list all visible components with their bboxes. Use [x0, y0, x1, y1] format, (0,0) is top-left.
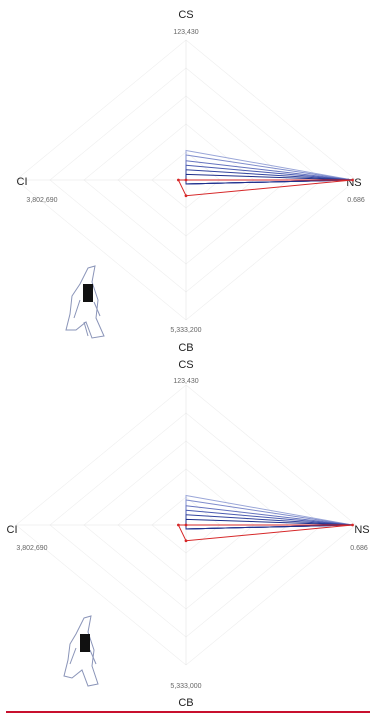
axis-name: NS [354, 524, 369, 536]
series-point [351, 178, 354, 182]
axis-name: CB [178, 342, 193, 354]
axis-max-label: 123,430 [173, 29, 198, 36]
axis-max-label: 5,333,200 [170, 327, 201, 334]
series-line [185, 518, 353, 530]
axis-name: CS [178, 359, 193, 371]
axis-name: NS [346, 177, 361, 189]
series-point [184, 194, 188, 198]
axis-max-label: 0.686 [350, 545, 368, 552]
axis-max-label: 0.686 [347, 197, 365, 204]
axis-max-label: 3,802,690 [26, 197, 57, 204]
series-point [177, 523, 180, 527]
figure-icon [63, 615, 99, 687]
series-point [177, 178, 180, 182]
series-point [184, 523, 188, 527]
series-line [185, 173, 353, 185]
axis-name: CS [178, 9, 193, 21]
figure-icon [65, 265, 105, 339]
axis-max-label: 5,333,000 [170, 683, 201, 690]
axis-name: CI [17, 176, 28, 188]
series-point [351, 523, 354, 527]
series-point [184, 178, 188, 182]
axis-max-label: 123,430 [173, 378, 198, 385]
axis-name: CB [178, 697, 193, 709]
series-point [184, 539, 188, 543]
axis-name: CI [7, 524, 18, 536]
axis-max-label: 3,802,690 [16, 545, 47, 552]
